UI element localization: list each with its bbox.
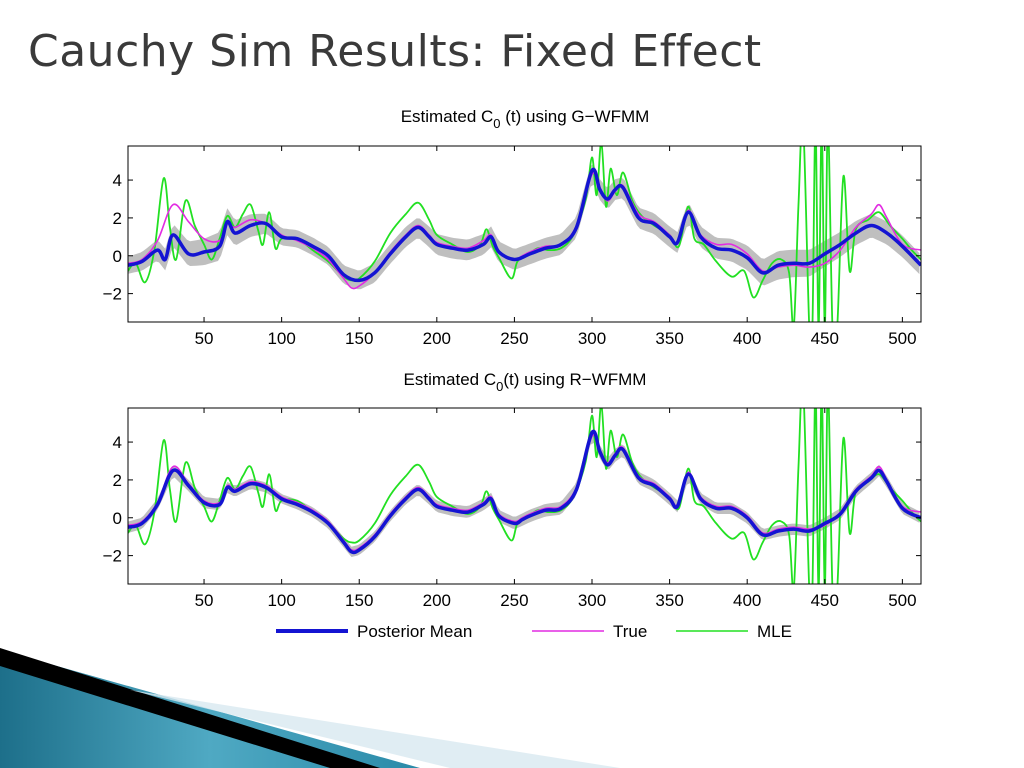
chart-bottom-plot [128,408,921,584]
chart-top: Estimated C0 (t) using G−WFMM 50 100 150 20… [103,107,922,348]
slide-title: Cauchy Sim Results: Fixed Effect [28,26,762,77]
y-tick-label: 2 [113,471,122,490]
x-tick-label: 500 [888,591,916,610]
x-tick-label: 150 [345,329,373,348]
chart-top-frame [127,145,922,323]
x-tick-label: 350 [655,329,683,348]
x-tick-label: 200 [423,329,451,348]
x-tick-label: 250 [500,591,528,610]
x-tick-label: 100 [267,329,295,348]
chart-top-y-axis: −2 0 2 4 [103,171,921,304]
y-tick-label: 0 [113,247,122,266]
chart-bottom-frame [127,407,922,585]
x-tick-label: 400 [733,591,761,610]
chart-bottom-title: Estimated C0(t) using R−WFMM [404,370,647,394]
y-tick-label: 4 [113,433,122,452]
chart-top-x-axis: 50 100 150 200 250 300 350 400 450 500 [195,146,917,348]
decorative-corner [0,648,620,768]
chart-bottom: Estimated C0(t) using R−WFMM 50 100 150 200… [103,370,922,610]
chart-bottom-series-mle [128,408,921,584]
chart-bottom-band [128,429,920,557]
chart-bottom-series-posterior-mean [128,429,921,555]
chart-top-plot [128,146,921,322]
x-tick-label: 450 [811,329,839,348]
x-tick-label: 500 [888,329,916,348]
x-tick-label: 150 [345,591,373,610]
x-tick-label: 200 [423,591,451,610]
x-tick-label: 400 [733,329,761,348]
chart-bottom-y-axis: −2 0 2 4 [103,433,921,566]
y-tick-label: 2 [113,209,122,228]
x-tick-label: 50 [195,591,214,610]
chart-bottom-x-axis: 50 100 150 200 250 300 350 400 450 500 [195,408,917,610]
legend-label-true: True [613,622,647,641]
x-tick-label: 50 [195,329,214,348]
y-tick-label: −2 [103,547,122,566]
y-tick-label: 0 [113,509,122,528]
x-tick-label: 450 [811,591,839,610]
x-tick-label: 100 [267,591,295,610]
x-tick-label: 300 [578,329,606,348]
x-tick-label: 300 [578,591,606,610]
x-tick-label: 350 [655,591,683,610]
y-tick-label: 4 [113,171,122,190]
chart-top-series-posterior-mean [128,167,921,283]
legend-label-mle: MLE [757,622,792,641]
legend-label-posterior-mean: Posterior Mean [357,622,472,641]
y-tick-label: −2 [103,285,122,304]
chart-top-series-mle [128,146,921,322]
legend: Posterior Mean True MLE [276,622,792,641]
chart-top-title: Estimated C0 (t) using G−WFMM [401,107,650,131]
x-tick-label: 250 [500,329,528,348]
